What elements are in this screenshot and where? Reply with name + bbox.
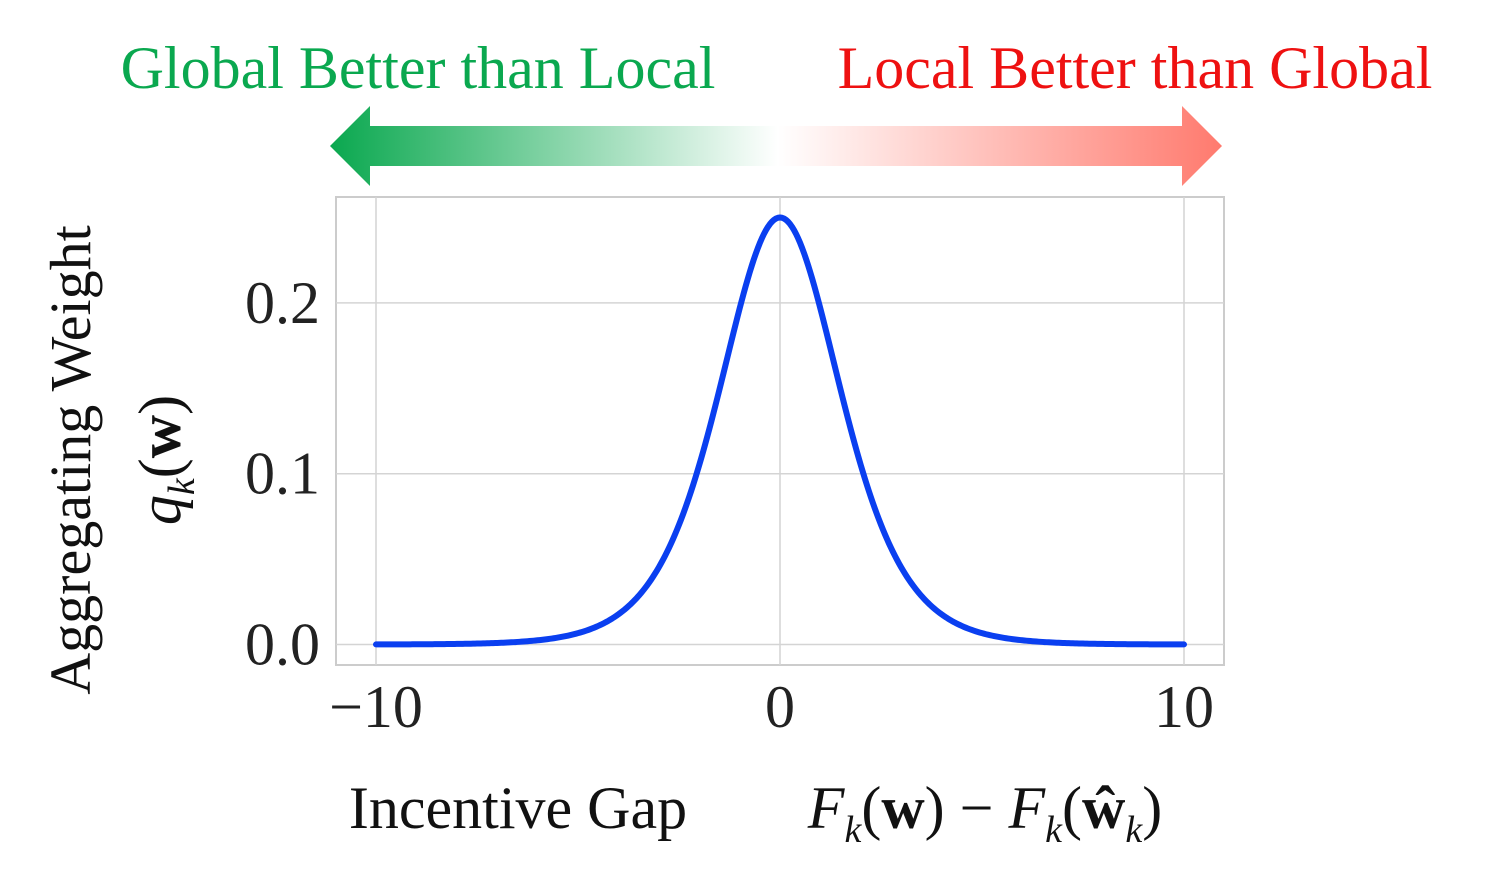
x-tick-label: −10 — [329, 674, 423, 740]
x-axis-label: Incentive Gap — [349, 775, 687, 841]
y-ticks: 0.0 0.1 0.2 — [245, 270, 320, 678]
y-axis-label: Aggregating Weight — [38, 225, 103, 694]
svg-text:Fk(w) − Fk(ŵk): Fk(w) − Fk(ŵk) — [807, 775, 1162, 851]
series-line — [373, 214, 1187, 648]
double-arrow — [330, 106, 1222, 186]
x-tick-label: 0 — [765, 674, 795, 740]
right-arrow-icon — [778, 106, 1222, 186]
svg-text:qk(w): qk(w) — [127, 395, 203, 525]
right-annotation: Local Better than Global — [838, 35, 1433, 101]
left-annotation: Global Better than Local — [121, 35, 716, 101]
left-arrow-icon — [330, 106, 778, 186]
y-axis-math-label: qk(w) — [127, 395, 203, 525]
y-tick-label: 0.1 — [245, 441, 320, 507]
y-tick-label: 0.2 — [245, 270, 320, 336]
grid — [336, 197, 1224, 665]
y-tick-label: 0.0 — [245, 612, 320, 678]
plot-area: 0.0 0.1 0.2 −10 0 10 — [245, 196, 1225, 740]
x-tick-label: 10 — [1154, 674, 1214, 740]
x-ticks: −10 0 10 — [329, 674, 1214, 740]
x-axis-math-label: Fk(w) − Fk(ŵk) — [807, 775, 1162, 851]
